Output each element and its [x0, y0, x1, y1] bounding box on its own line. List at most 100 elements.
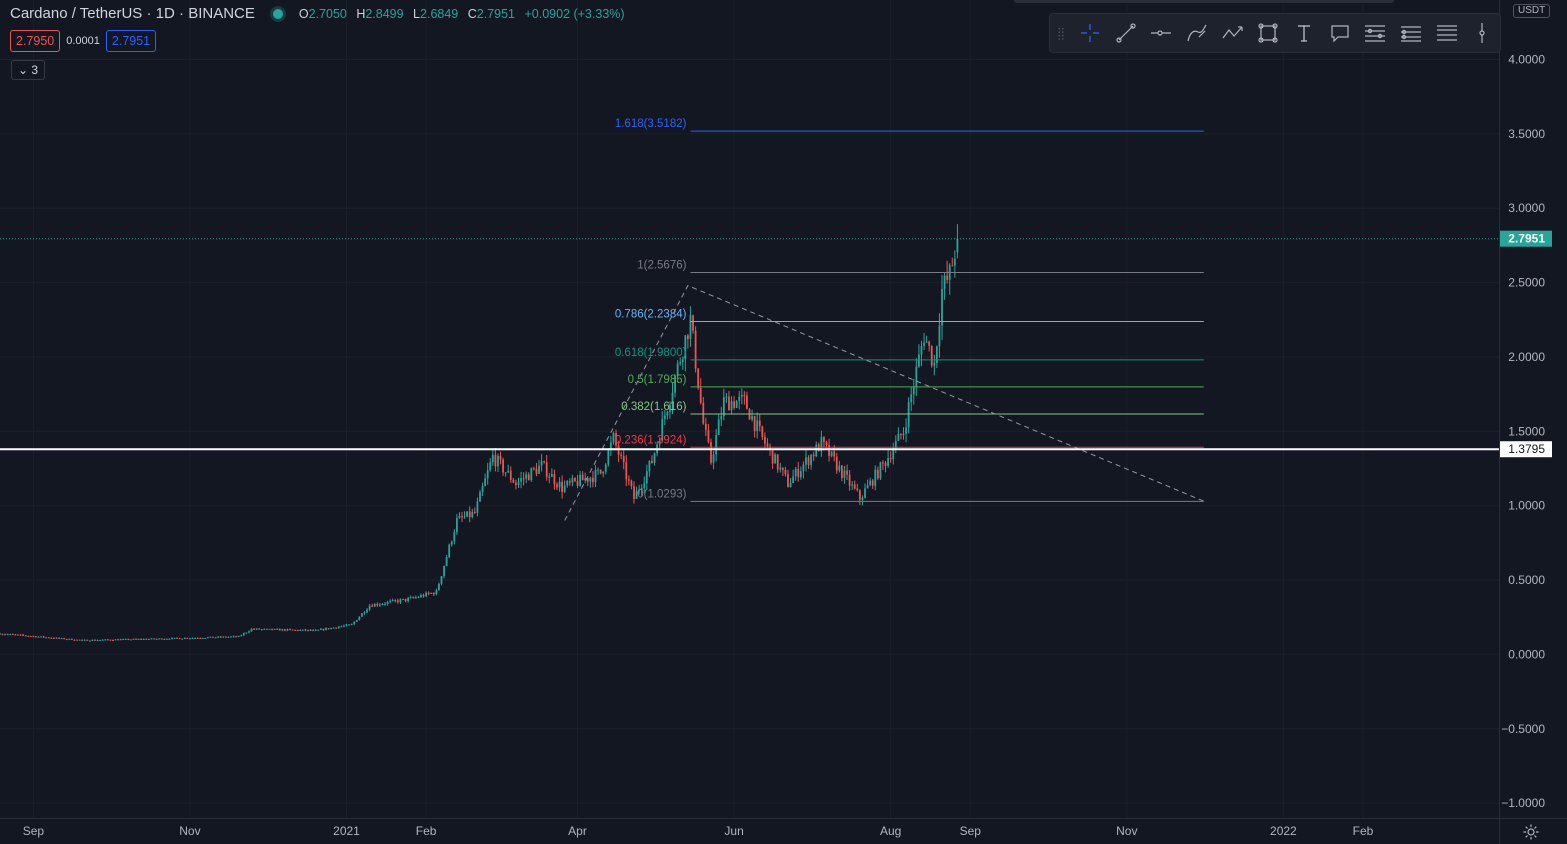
candle-down — [882, 462, 884, 464]
time-tick-label: Nov — [179, 824, 200, 838]
candle-down — [574, 477, 576, 481]
market-status-icon[interactable] — [272, 8, 283, 19]
candle-up — [124, 638, 127, 640]
change-value: +0.0902 (+3.33%) — [524, 6, 625, 21]
candle-up — [810, 455, 813, 465]
fib-level-label: 1(2.5676) — [637, 260, 686, 272]
candle-down — [746, 395, 748, 410]
candle-down — [951, 265, 954, 267]
candle-down — [22, 634, 25, 636]
gear-icon[interactable] — [1522, 823, 1540, 841]
candle-up — [137, 638, 140, 640]
text-icon[interactable] — [1286, 14, 1322, 52]
candle-up — [491, 454, 494, 463]
candle-up — [458, 515, 461, 519]
candle-up — [68, 638, 71, 640]
candle-down — [289, 629, 291, 631]
indicators-toggle[interactable]: ⌄ 3 — [11, 60, 46, 80]
candle-down — [797, 468, 800, 478]
price-tick-label: 1.0000 — [1508, 499, 1545, 513]
vertical-line-icon[interactable] — [1464, 14, 1500, 52]
sell-button[interactable]: 2.7950 — [10, 30, 61, 52]
candle-down — [946, 275, 949, 280]
fib-level-label: 1.618(3.5182) — [615, 118, 687, 130]
candle-down — [499, 455, 502, 460]
candle-down — [697, 368, 700, 389]
candle-down — [65, 639, 68, 641]
pitchfork-icon[interactable] — [1429, 14, 1465, 52]
candle-down — [704, 423, 707, 430]
candle-up — [104, 639, 107, 641]
candle-down — [581, 474, 584, 481]
buy-button[interactable]: 2.7951 — [105, 30, 157, 52]
candle-up — [281, 629, 284, 631]
fib-channel-icon[interactable] — [1393, 14, 1429, 52]
candle-up — [337, 626, 340, 629]
horizontal-ray-icon[interactable] — [1143, 14, 1179, 52]
fib-retracement-icon[interactable] — [1357, 14, 1393, 52]
candle-down — [823, 436, 825, 442]
candle-up — [507, 470, 510, 473]
spread-value: 0.0001 — [66, 35, 100, 47]
candle-up — [222, 636, 225, 638]
horizontal-level-tag — [1500, 441, 1552, 458]
candle-down — [32, 636, 35, 638]
candle-down — [599, 469, 602, 474]
symbol-title[interactable]: Cardano / TetherUS · 1D · BINANCE — [10, 5, 255, 22]
time-tick-label: Sep — [23, 824, 45, 838]
candle-up — [88, 640, 91, 642]
candle-up — [566, 481, 569, 486]
candle-up — [150, 638, 153, 640]
polyline-icon[interactable] — [1215, 14, 1251, 52]
candle-up — [715, 435, 718, 455]
candle-up — [933, 363, 936, 366]
candle-down — [620, 454, 623, 457]
candle-down — [707, 429, 710, 443]
candle-down — [856, 488, 859, 491]
currency-label[interactable]: USDT — [1513, 4, 1551, 18]
candle-down — [651, 460, 653, 463]
candle-up — [779, 467, 782, 470]
last-price-tag — [1500, 230, 1552, 247]
candle-down — [694, 330, 697, 369]
candle-down — [224, 636, 227, 638]
candle-down — [900, 433, 902, 436]
candle-up — [666, 411, 669, 416]
candle-up — [663, 415, 666, 419]
candle-down — [753, 416, 756, 432]
candle-down — [871, 480, 874, 486]
candle-up — [897, 433, 900, 441]
candle-up — [366, 609, 368, 613]
trend-line-icon[interactable] — [1108, 14, 1144, 52]
candle-up — [805, 457, 807, 465]
candle-down — [412, 597, 415, 599]
candle-up — [91, 639, 94, 641]
fib-level-label: 0(1.0293) — [637, 488, 686, 500]
callout-icon[interactable] — [1322, 14, 1358, 52]
candle-down — [27, 635, 30, 637]
candle-down — [186, 637, 189, 639]
candle-down — [112, 640, 114, 642]
candle-up — [407, 598, 410, 601]
candle-down — [63, 638, 66, 640]
drag-handle-icon[interactable] — [1050, 14, 1072, 52]
candle-down — [404, 598, 407, 601]
candle-up — [489, 462, 492, 471]
candle-down — [776, 454, 779, 470]
candle-up — [589, 477, 592, 482]
candle-up — [301, 629, 304, 631]
candle-up — [486, 470, 489, 479]
candle-up — [207, 637, 209, 639]
rectangle-icon[interactable] — [1250, 14, 1286, 52]
candle-up — [887, 458, 890, 466]
candle-down — [86, 639, 89, 641]
crosshair-icon[interactable] — [1072, 14, 1108, 52]
candle-down — [322, 628, 325, 631]
brush-icon[interactable] — [1179, 14, 1215, 52]
candle-up — [402, 598, 404, 600]
candle-up — [332, 627, 335, 629]
candle-up — [653, 453, 656, 463]
candle-up — [923, 342, 925, 346]
candle-up — [325, 628, 327, 631]
